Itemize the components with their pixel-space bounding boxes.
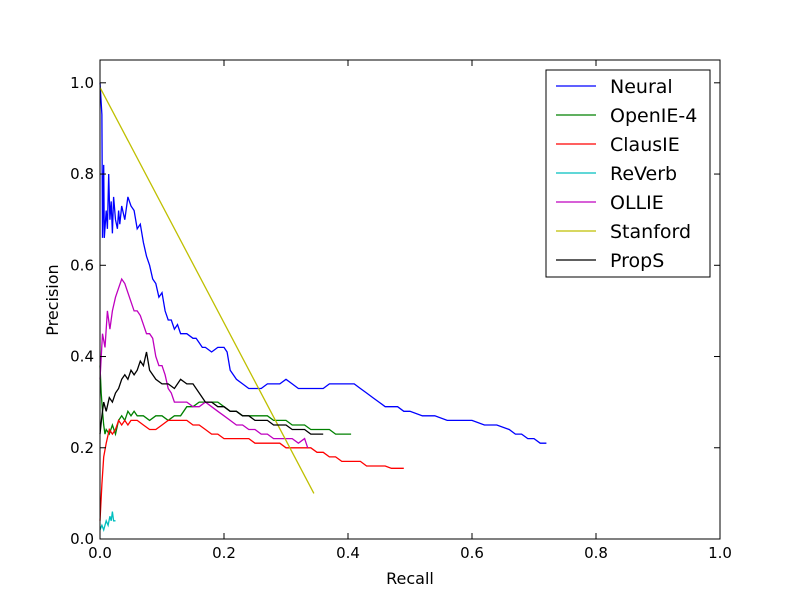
series-line-reverb: [99, 511, 116, 532]
legend-label: Stanford: [610, 221, 691, 243]
x-tick-label: 1.0: [708, 544, 732, 562]
legend-label: Neural: [610, 76, 673, 98]
series-line-stanford: [99, 87, 315, 494]
legend: Neural OpenIE-4 ClausIE ReVerb OLLIE Stanford…: [545, 69, 711, 278]
series-line-props: [99, 351, 324, 435]
legend-label: ReVerb: [610, 163, 677, 185]
series-line-openie-4: [99, 365, 352, 437]
x-tick-label: 0.0: [88, 544, 112, 562]
x-tick-label: 0.2: [212, 544, 236, 562]
y-tick-label: 0.6: [70, 256, 94, 274]
y-tick-label: 0.4: [70, 348, 94, 366]
series-line-neural: [99, 82, 547, 444]
legend-label: OpenIE-4: [610, 105, 697, 127]
y-tick-label: 0.2: [70, 439, 94, 457]
legend-label: ClausIE: [610, 134, 680, 156]
x-tick-label: 0.6: [460, 544, 484, 562]
plot-lines: [99, 82, 547, 532]
y-tick-label: 0.0: [70, 530, 94, 548]
series-line-ollie: [99, 277, 309, 449]
plot-frame: [99, 59, 721, 540]
legend-label: PropS: [610, 250, 664, 272]
x-tick-label: 0.8: [584, 544, 608, 562]
axis-ticks: 0.0 0.2 0.4 0.6 0.8 1.0 0.0 0.2 0.4 0.6 0.8 1.0: [70, 60, 732, 562]
legend-label: OLLIE: [610, 192, 664, 214]
y-tick-label: 1.0: [70, 74, 94, 92]
x-axis-label: Recall: [386, 569, 434, 588]
series-line-clausie: [99, 418, 404, 521]
y-tick-label: 0.8: [70, 165, 94, 183]
y-axis-label: Precision: [43, 264, 62, 335]
x-tick-label: 0.4: [336, 544, 360, 562]
